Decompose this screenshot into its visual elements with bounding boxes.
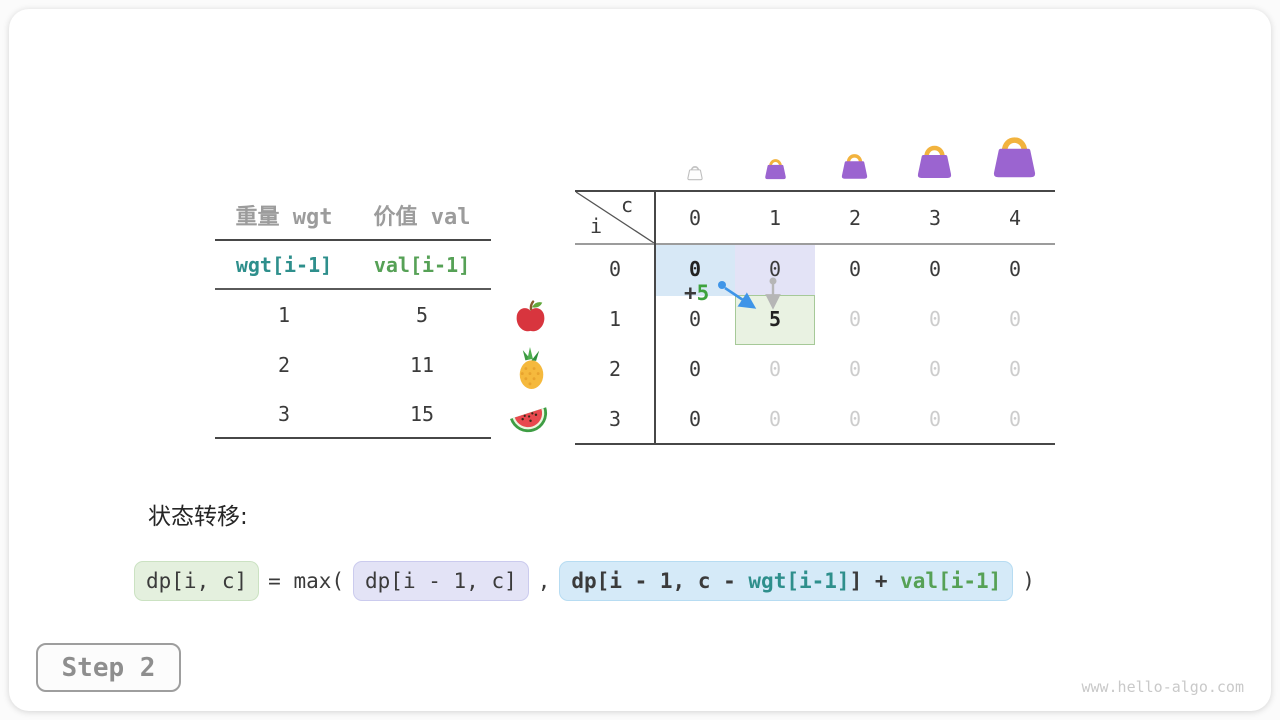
- transition-title: 状态转移:: [148, 504, 248, 530]
- dp-cell-3-1: 0: [768, 406, 782, 431]
- item-2-value: 11: [409, 353, 435, 377]
- item-1-weight: 1: [277, 303, 291, 327]
- dp-cell-0-0: 0: [688, 257, 702, 281]
- dp-cell-1-3: 0: [928, 307, 942, 331]
- dp-cell-3-0: 0: [688, 406, 702, 431]
- dp-table-header-divider: [575, 243, 1055, 245]
- dp-cell-2-4: 0: [1008, 357, 1022, 381]
- bag-icon-capacity-2: [839, 149, 870, 185]
- option2-wgt-term: wgt[i-1]: [748, 569, 850, 593]
- formula-eq-max: = max(: [268, 569, 345, 593]
- option2-mid: ] +: [849, 569, 901, 593]
- transition-formula: dp[i, c] = max( dp[i - 1, c] , dp[i - 1,…: [134, 560, 1035, 602]
- option2-prefix: dp[i - 1, c -: [571, 569, 749, 593]
- dp-cell-3-2: 0: [848, 406, 862, 431]
- dp-cell-2-1: 0: [768, 357, 782, 381]
- col-header-1: 1: [768, 205, 782, 230]
- dp-row-2: 2 0 0 0 0 0: [575, 344, 1055, 394]
- watermelon-icon: [506, 400, 552, 444]
- corner-diagonal-line: [575, 192, 655, 243]
- dp-cell-3-4: 0: [1008, 406, 1022, 431]
- transition-arrows: [718, 277, 781, 310]
- item-row-2: 2 11: [215, 340, 491, 390]
- dp-table: c i 0 1 2 3 4 0 0 0 0 0 0 1 0 5 0 0 0 2: [575, 190, 1055, 445]
- formula-option2-box: dp[i - 1, c - wgt[i-1]] + val[i-1]: [559, 561, 1014, 601]
- row-header-0: 0: [608, 257, 622, 281]
- row-variable-label: i: [590, 214, 603, 238]
- dp-header-row: c i 0 1 2 3 4: [575, 192, 1055, 243]
- plus-sign: +: [684, 281, 697, 305]
- dp-corner-cell: c i: [575, 192, 655, 243]
- value-column-header: 价值 val: [373, 204, 471, 230]
- item-row-3: 3 15: [215, 390, 491, 439]
- dp-cell-1-1: 5: [768, 307, 782, 331]
- col-header-4: 4: [1008, 205, 1022, 230]
- bag-icon-capacity-1: [763, 155, 788, 185]
- dp-cell-0-2: 0: [848, 257, 862, 281]
- formula-close-paren: ): [1022, 569, 1035, 593]
- arrow-gray-vertical: [765, 277, 781, 310]
- bag-icon-capacity-4: [989, 129, 1040, 185]
- dp-cell-1-2: 0: [848, 307, 862, 331]
- dp-cell-2-2: 0: [848, 357, 862, 381]
- wgt-formula-cell: wgt[i-1]: [235, 252, 333, 277]
- dp-cell-0-3: 0: [928, 257, 942, 281]
- dp-row-0: 0 0 0 0 0 0: [575, 244, 1055, 294]
- item-row-1: 1 5: [215, 290, 491, 340]
- formula-lhs-box: dp[i, c]: [134, 561, 260, 601]
- dp-row-3: 3 0 0 0 0 0: [575, 394, 1055, 443]
- items-table-formula-row: wgt[i-1] val[i-1]: [215, 241, 491, 290]
- weight-column-header: 重量 wgt: [235, 204, 333, 230]
- highlight-cell-prev-row-minus-wgt: [735, 244, 815, 296]
- dp-cell-3-3: 0: [928, 406, 942, 431]
- col-header-0: 0: [688, 205, 702, 230]
- items-table: 重量 wgt 价值 val wgt[i-1] val[i-1] 1 5 2 11…: [215, 190, 491, 439]
- dp-table-vertical-divider: [654, 192, 656, 443]
- dp-cell-1-4: 0: [1008, 307, 1022, 331]
- bag-icon-capacity-3: [914, 139, 955, 185]
- dp-cell-1-0: 0: [688, 307, 702, 331]
- col-variable-label: c: [621, 193, 634, 217]
- item-3-weight: 3: [277, 401, 291, 426]
- dp-cell-0-1: 0: [768, 257, 782, 281]
- val-formula-cell: val[i-1]: [373, 252, 471, 277]
- dp-cell-0-4: 0: [1008, 257, 1022, 281]
- row-header-1: 1: [608, 307, 622, 331]
- row-header-3: 3: [608, 406, 622, 431]
- item-1-value: 5: [415, 303, 429, 327]
- items-table-header: 重量 wgt 价值 val: [215, 190, 491, 241]
- formula-comma: ,: [537, 569, 551, 593]
- watermark: www.hello-algo.com: [1081, 678, 1244, 696]
- dp-cell-2-3: 0: [928, 357, 942, 381]
- col-header-2: 2: [848, 205, 862, 230]
- formula-option1-box: dp[i - 1, c]: [353, 561, 529, 601]
- dp-row-1: 1 0 5 0 0 0: [575, 294, 1055, 344]
- col-header-3: 3: [928, 205, 942, 230]
- apple-icon: [512, 297, 549, 338]
- added-value: 5: [696, 281, 710, 305]
- plus-value-annotation: +5: [684, 281, 709, 305]
- pineapple-icon: [510, 346, 552, 395]
- arrow-blue-diagonal: [718, 281, 757, 309]
- option2-val-term: val[i-1]: [900, 569, 1002, 593]
- item-2-weight: 2: [277, 353, 291, 377]
- bag-icon-capacity-0: [686, 163, 704, 185]
- step-badge: Step 2: [36, 643, 181, 692]
- row-header-2: 2: [608, 357, 622, 381]
- item-3-value: 15: [409, 401, 435, 426]
- dp-cell-2-0: 0: [688, 357, 702, 381]
